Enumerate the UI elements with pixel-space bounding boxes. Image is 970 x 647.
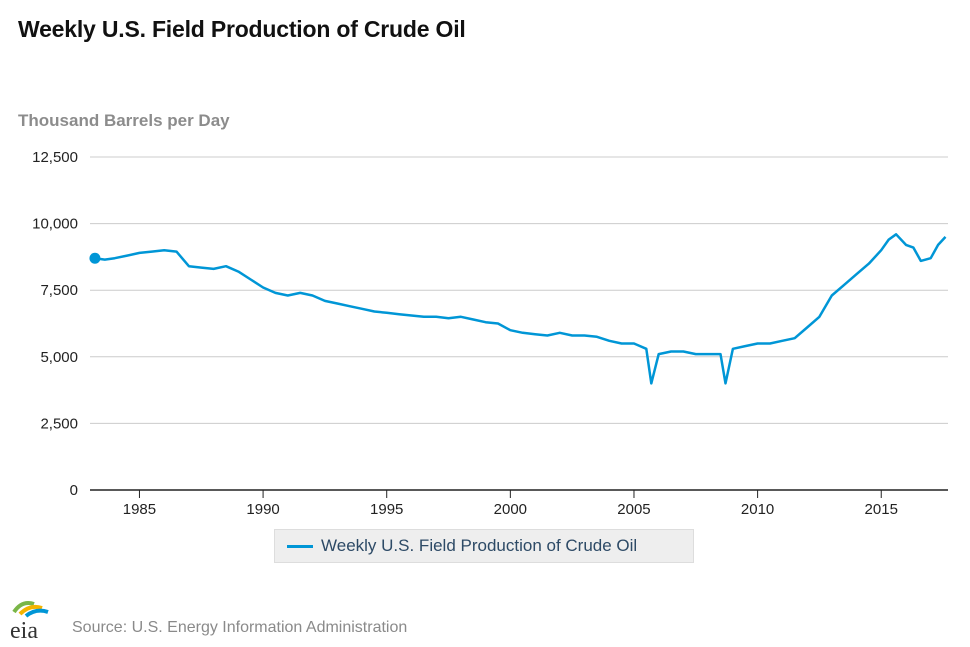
x-tick-label: 2000 <box>494 501 527 518</box>
series-line <box>94 233 947 385</box>
chart-plot: 0 2,500 5,000 7,500 10,000 12,500 1985 1990 1995… <box>32 149 948 518</box>
x-tick-label: 2015 <box>865 501 898 518</box>
y-tick-label: 12,500 <box>32 149 78 166</box>
y-tick-label: 7,500 <box>40 282 78 299</box>
legend-item-label: Weekly U.S. Field Production of Crude Oi… <box>321 536 638 555</box>
x-tick-label: 1990 <box>246 501 279 518</box>
legend-swatch <box>287 544 313 548</box>
y-tick-label: 2,500 <box>40 415 78 432</box>
chart-title: Weekly U.S. Field Production of Crude Oi… <box>18 16 466 42</box>
footer: eia Source: U.S. Energy Information Admi… <box>8 598 408 644</box>
x-tick-label: 1985 <box>123 501 156 518</box>
y-tick-label: 5,000 <box>40 349 78 366</box>
y-tick-label: 0 <box>70 482 78 499</box>
svg-text:eia: eia <box>10 618 38 642</box>
legend[interactable]: Weekly U.S. Field Production of Crude Oi… <box>274 529 694 563</box>
y-axis-label: Thousand Barrels per Day <box>18 111 230 130</box>
x-tick-label: 1995 <box>370 501 403 518</box>
series-start-point <box>89 252 101 264</box>
x-tick-label: 2005 <box>617 501 650 518</box>
x-tick-label: 2010 <box>741 501 774 518</box>
y-tick-label: 10,000 <box>32 216 78 233</box>
source-note: Source: U.S. Energy Information Administ… <box>72 619 408 636</box>
eia-logo: eia <box>8 598 60 644</box>
